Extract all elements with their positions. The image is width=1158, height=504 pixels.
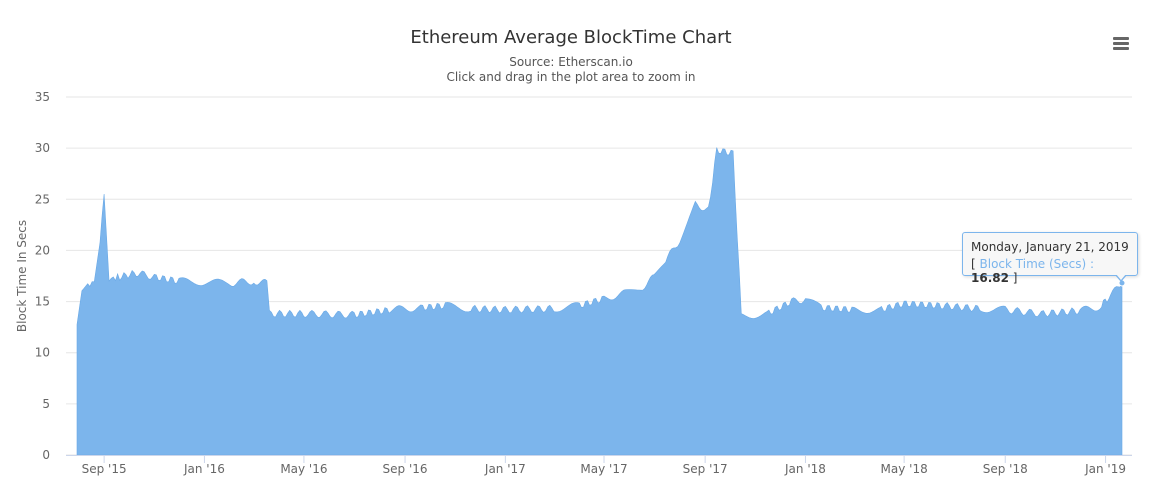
chart-subtitle-zoom-hint: Click and drag in the plot area to zoom …: [446, 70, 696, 84]
tooltip-date: Monday, January 21, 2019: [971, 240, 1129, 254]
tooltip-open-bracket: [: [971, 257, 976, 271]
y-tick-label: 20: [35, 243, 50, 257]
x-tick-label: Sep '17: [683, 462, 728, 476]
x-axis: Sep '15 Jan '16 May '16 Sep '16 Jan '17 May '…: [66, 455, 1132, 476]
chart-subtitle-source: Source: Etherscan.io: [509, 55, 633, 69]
tooltip-value: 16.82: [971, 271, 1009, 285]
x-tick-label: Jan '16: [183, 462, 225, 476]
y-tick-label: 30: [35, 141, 50, 155]
x-tick-label: May '18: [881, 462, 928, 476]
y-tick-label: 0: [42, 448, 50, 462]
tooltip-series-label: Block Time (Secs) :: [979, 257, 1095, 271]
x-tick-label: Sep '16: [383, 462, 428, 476]
chart-context-menu-button[interactable]: [1108, 34, 1134, 54]
x-tick-label: Sep '15: [82, 462, 127, 476]
y-tick-label: 5: [42, 397, 50, 411]
x-tick-label: Jan '17: [484, 462, 526, 476]
x-tick-label: May '17: [580, 462, 627, 476]
x-tick-label: Jan '19: [1084, 462, 1126, 476]
x-tick-label: Sep '18: [983, 462, 1028, 476]
x-tick-label: May '16: [280, 462, 327, 476]
y-axis-title: Block Time In Secs: [15, 220, 29, 332]
y-tick-label: 25: [35, 192, 50, 206]
blocktime-area-series[interactable]: [76, 147, 1123, 456]
y-tick-label: 35: [35, 90, 50, 104]
tooltip-value-row: [ Block Time (Secs) : 16.82 ]: [971, 257, 1129, 285]
tooltip-close-bracket: ]: [1012, 271, 1018, 285]
chart-title: Ethereum Average BlockTime Chart: [410, 27, 732, 48]
y-axis-tick-labels: 0 5 10 15 20 25 30 35: [35, 90, 50, 462]
data-tooltip: Monday, January 21, 2019 [ Block Time (S…: [962, 232, 1138, 285]
x-tick-label: Jan '18: [784, 462, 826, 476]
hamburger-menu-icon: [1113, 37, 1129, 40]
y-tick-label: 10: [35, 346, 50, 360]
y-tick-label: 15: [35, 295, 50, 309]
